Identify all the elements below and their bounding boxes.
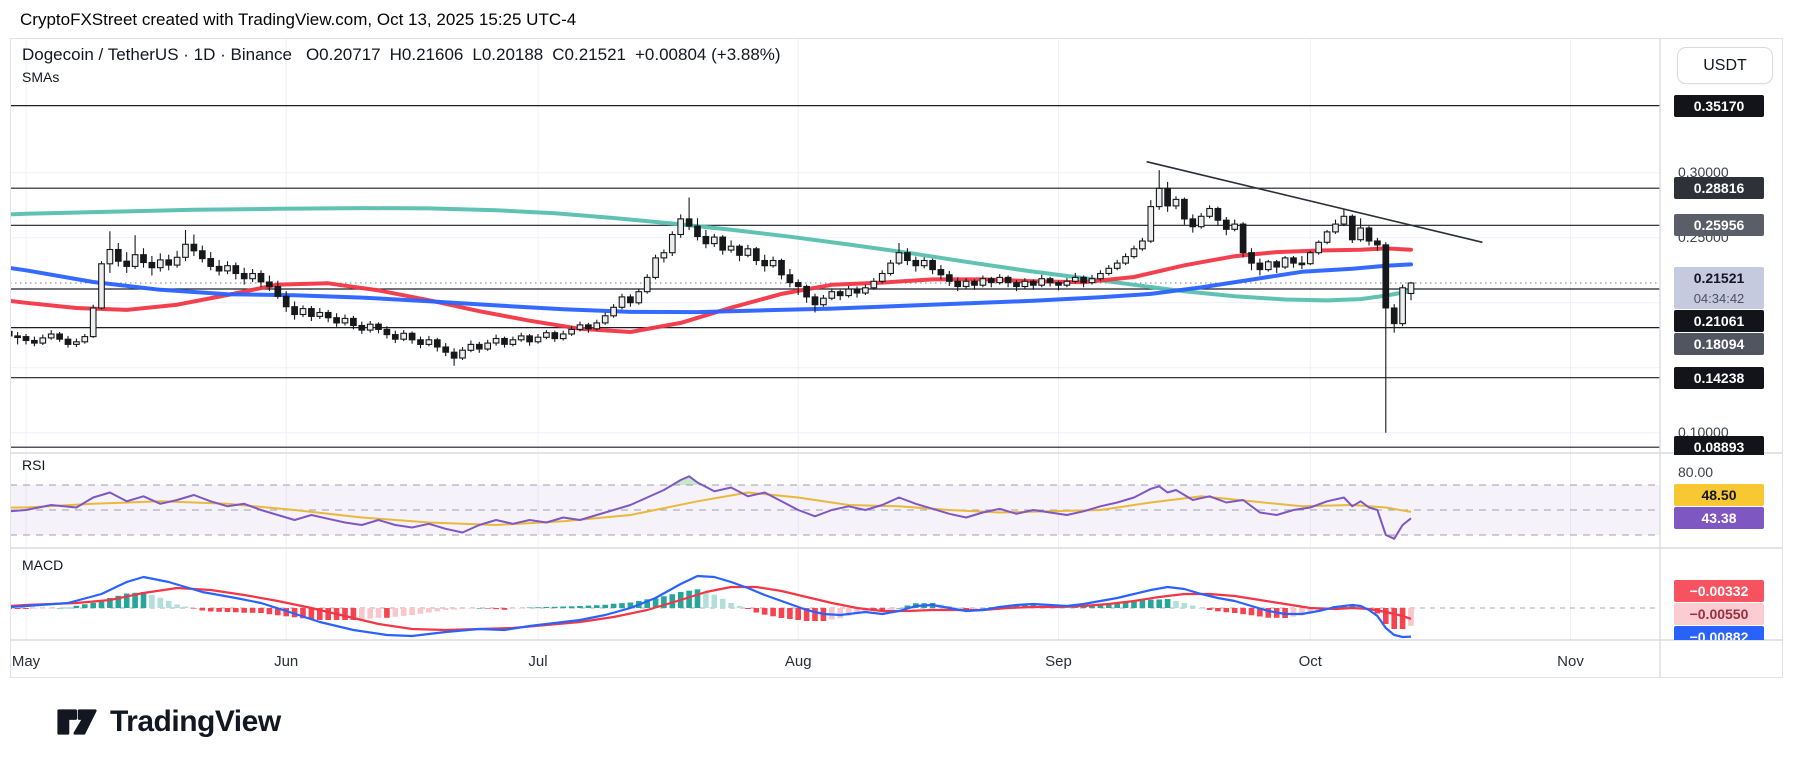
price-label: 0.18094 [1674, 333, 1764, 355]
rsi-overbought-fill [676, 476, 702, 485]
ohlc-open: O0.20717 [305, 45, 381, 64]
sma-mid-line [10, 262, 1413, 315]
price-label: 0.14238 [1674, 366, 1764, 389]
rsi-value-label: 48.50 [1674, 484, 1764, 507]
month-label: May [12, 653, 41, 670]
chart-legend: Dogecoin / TetherUS · 1D · Binance O0.207… [22, 45, 790, 65]
price-scale[interactable]: 0.30000 0.25000 0.10000 0.35170 0.28816 0.259… [1660, 38, 1783, 455]
month-label: Jul [528, 653, 547, 670]
month-label: Sep [1045, 653, 1072, 670]
ohlc-high: H0.21606 [389, 45, 464, 64]
price-label: 0.25956 [1674, 214, 1764, 237]
axis-tick: 0.10000 [1678, 423, 1729, 440]
macd-value-label: −0.00882 [1674, 626, 1764, 640]
month-label: Jun [274, 653, 298, 670]
chart-widget: May Jun Jul Aug Sep Oct Nov Dogecoin / TetherU… [10, 38, 1783, 678]
price-label: 0.21061 [1674, 310, 1764, 332]
attribution-text: CryptoFXStreet created with TradingView.… [20, 10, 577, 29]
price-label: 0.35170 [1674, 94, 1764, 117]
symbol-title[interactable]: Dogecoin / TetherUS · 1D · Binance [22, 45, 292, 64]
macd-line [10, 574, 1412, 639]
indicator-label-rsi[interactable]: RSI [22, 457, 46, 473]
indicator-label-macd[interactable]: MACD [22, 557, 64, 573]
indicator-label-smas[interactable]: SMAs [22, 69, 60, 85]
month-label: Aug [785, 653, 812, 670]
macd-signal-line [10, 585, 1412, 632]
tradingview-logo-icon [57, 709, 97, 735]
rsi-scale[interactable]: 80.00 48.50 43.38 [1660, 455, 1783, 548]
month-label: Nov [1557, 653, 1584, 670]
axis-tick: 0.30000 [1678, 163, 1729, 180]
price-label: 0.21521 04:34:42 [1674, 267, 1764, 309]
currency-toggle-button[interactable]: USDT [1677, 47, 1773, 84]
tradingview-logo-text: TradingView [110, 705, 281, 738]
price-label: 0.08893 [1674, 436, 1764, 455]
chart-border [10, 38, 1783, 678]
axis-tick: 80.00 [1678, 463, 1714, 480]
macd-value-label: −0.00332 [1674, 580, 1764, 602]
price-label: 0.28816 [1674, 177, 1764, 200]
macd-value-label: −0.00550 [1674, 603, 1764, 625]
macd-scale[interactable]: −0.00332 −0.00550 −0.00882 [1660, 548, 1783, 640]
sma-slow-line [10, 206, 1413, 303]
candles [10, 170, 1415, 433]
rsi-value-label: 43.38 [1674, 507, 1764, 530]
sma-fast-line [10, 246, 1413, 334]
ohlc-close: C0.21521 [552, 45, 626, 64]
ohlc-change: +0.00804 (+3.88%) [635, 45, 781, 64]
ohlc-low: L0.20188 [472, 45, 544, 64]
rsi-line [10, 475, 1412, 540]
month-label: Oct [1299, 653, 1323, 670]
trendline [1146, 160, 1483, 244]
tradingview-logo[interactable]: TradingView [56, 702, 281, 742]
chart-canvas[interactable]: May Jun Jul Aug Sep Oct Nov [10, 38, 1783, 678]
